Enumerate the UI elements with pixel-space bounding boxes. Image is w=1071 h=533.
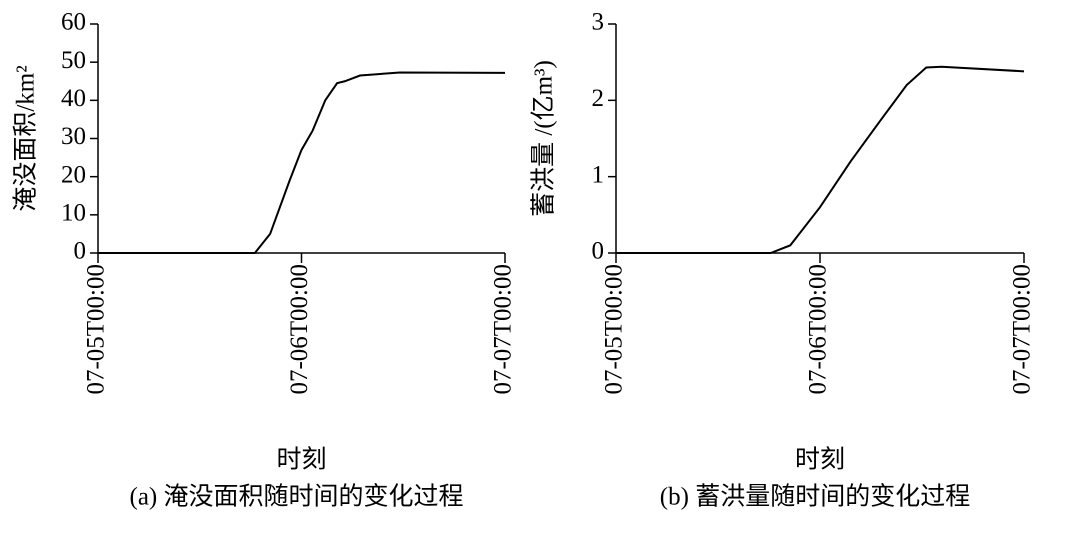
line-series: [98, 71, 506, 254]
y-tick-label: 30: [61, 123, 86, 150]
y-tick-label: 50: [61, 47, 86, 74]
caption: (a) 淹没面积随时间的变化过程: [130, 483, 464, 511]
y-axis-label: 蓄洪量 /(亿m³): [530, 60, 558, 217]
x-tick-label: 07-06T00:00: [286, 264, 313, 395]
y-tick-label: 60: [61, 9, 86, 36]
y-axis-label: 淹没面积/km²: [12, 65, 40, 211]
x-axis-label: 时刻: [795, 446, 845, 474]
x-tick-label: 07-07T00:00: [490, 264, 517, 395]
x-tick-label: 07-05T00:00: [83, 264, 110, 395]
y-tick-label: 1: [592, 161, 605, 188]
y-tick-label: 0: [74, 238, 87, 265]
x-tick-label: 07-05T00:00: [601, 264, 628, 395]
y-tick-label: 0: [592, 238, 605, 265]
x-axis-label: 时刻: [276, 446, 326, 474]
y-tick-label: 2: [592, 85, 605, 112]
y-tick-label: 20: [61, 161, 86, 188]
x-tick-label: 07-06T00:00: [805, 264, 832, 395]
y-tick-label: 3: [592, 9, 605, 36]
x-tick-label: 07-07T00:00: [1009, 264, 1036, 395]
line-series: [616, 65, 1025, 254]
y-tick-label: 40: [61, 85, 86, 112]
caption: (b) 蓄洪量随时间的变化过程: [660, 483, 970, 511]
y-tick-label: 10: [61, 200, 86, 227]
